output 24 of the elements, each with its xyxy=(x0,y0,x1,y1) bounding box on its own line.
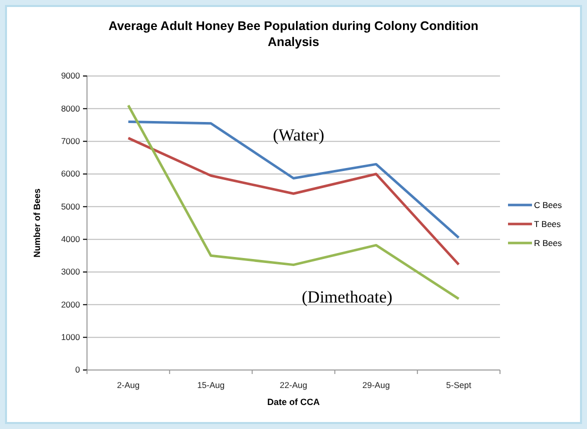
x-tick-label: 5-Sept xyxy=(446,380,472,390)
y-tick-label: 7000 xyxy=(61,136,80,146)
annotation: (Water) xyxy=(272,126,324,145)
legend-label: R Bees xyxy=(534,238,562,248)
x-tick-label: 22-Aug xyxy=(280,380,308,390)
y-tick-label: 3000 xyxy=(61,266,80,277)
y-tick-label: 0 xyxy=(75,364,80,375)
y-tick-label: 4000 xyxy=(61,234,80,244)
legend-label: T Bees xyxy=(534,219,561,229)
y-tick-label: 6000 xyxy=(61,168,80,179)
x-tick-label: 15-Aug xyxy=(197,380,225,390)
line-series xyxy=(127,120,460,239)
annotation: (Dimethoate) xyxy=(302,287,392,306)
y-tick-label: 8000 xyxy=(61,103,80,114)
chart-title: Average Adult Honey Bee Population during Colony Condition Analysis xyxy=(108,19,478,49)
y-axis-title: Number of Bees xyxy=(32,188,42,258)
x-tick-label: 29-Aug xyxy=(362,380,390,390)
x-axis-title: Date of CCA xyxy=(267,397,320,407)
y-tick-label: 5000 xyxy=(61,201,80,212)
y-tick-label: 1000 xyxy=(61,332,80,342)
legend-label: C Bees xyxy=(534,200,562,210)
y-tick-label: 9000 xyxy=(61,70,80,81)
x-tick-label: 2-Aug xyxy=(116,380,140,390)
y-tick-label: 2000 xyxy=(61,299,80,310)
